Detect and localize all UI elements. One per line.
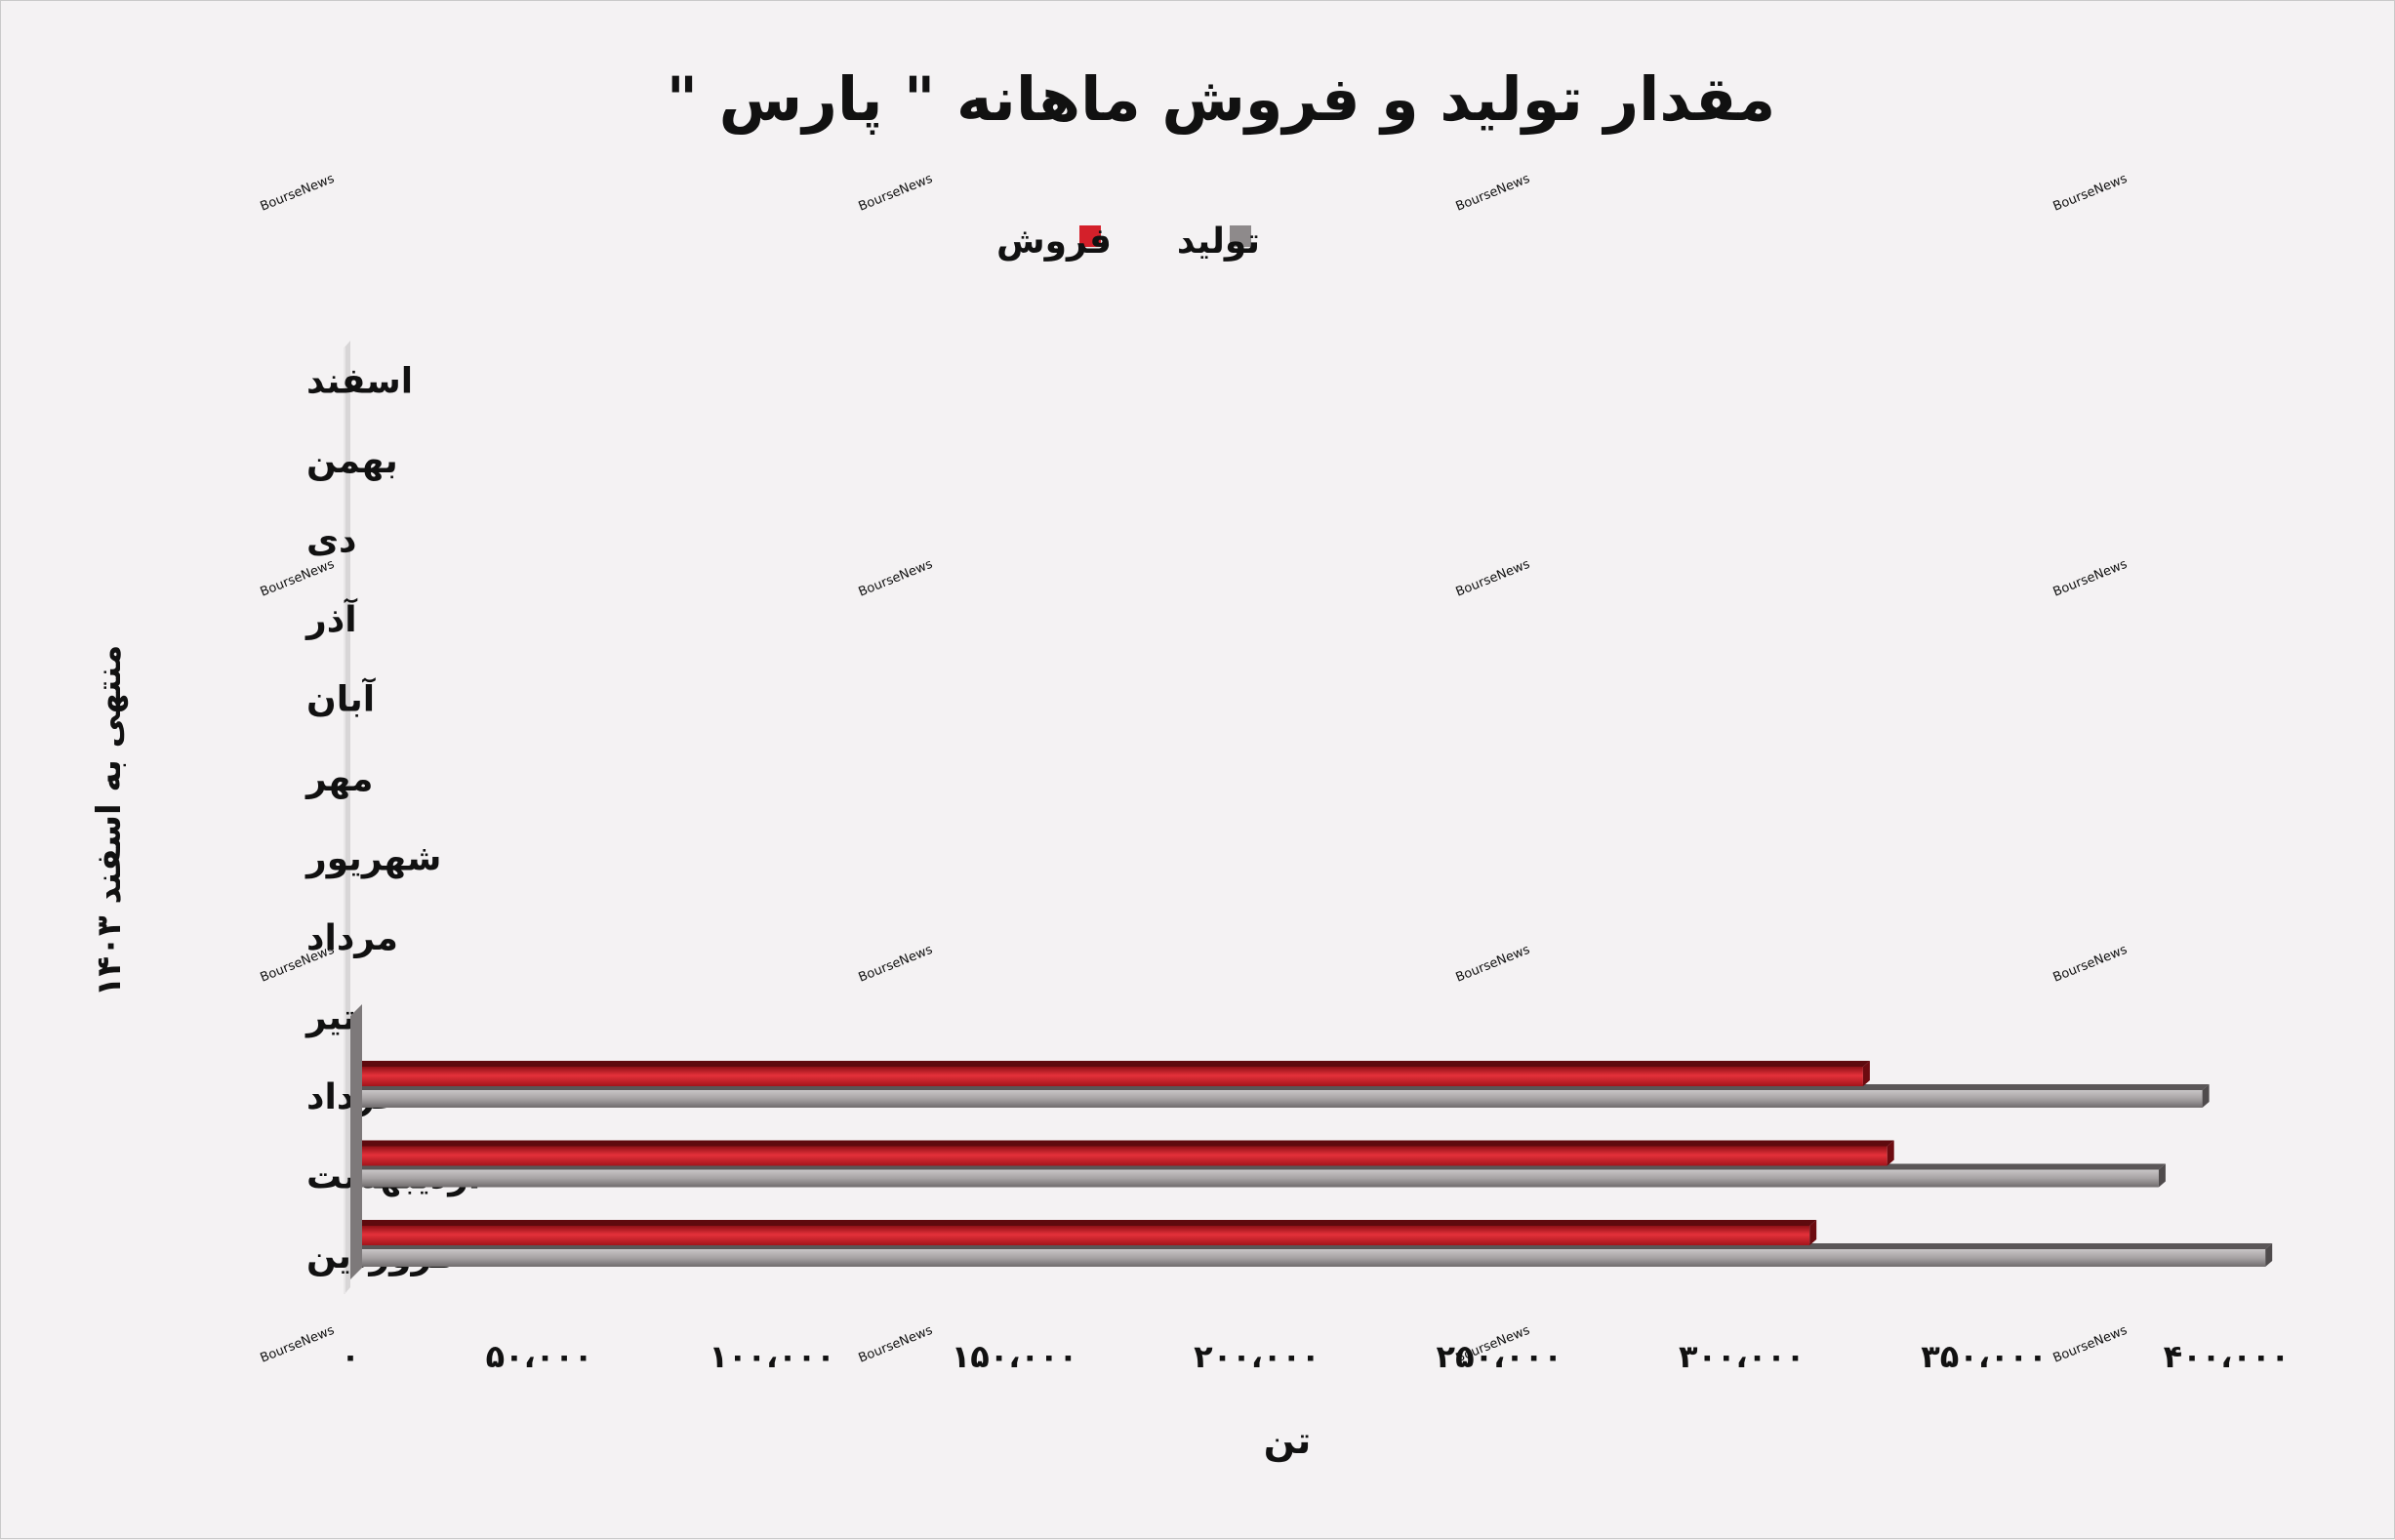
bar-sales <box>350 1140 1894 1166</box>
watermark-text: BourseNews <box>2051 1323 2130 1366</box>
watermark-text: BourseNews <box>259 1323 337 1366</box>
x-tick-label: ۰ <box>341 1338 360 1375</box>
watermark-text: BourseNews <box>259 172 337 215</box>
bar-production <box>350 1243 2273 1267</box>
watermark-text: BourseNews <box>2051 172 2130 215</box>
watermark-text: BourseNews <box>2051 557 2130 600</box>
y-axis-wall <box>344 341 350 1294</box>
category-label: دی <box>306 521 356 561</box>
category-label: تیر <box>304 998 356 1038</box>
watermark-text: BourseNews <box>857 172 935 215</box>
chart-title: مقدار تولید و فروش ماهانه " پارس " <box>667 63 1775 135</box>
bar-production <box>350 1084 2210 1108</box>
watermark-text: BourseNews <box>1454 172 1532 215</box>
x-tick-label: ۱۵۰،۰۰۰ <box>952 1338 1077 1375</box>
x-tick-labels: ۰ ۵۰،۰۰۰ ۱۰۰،۰۰۰ ۱۵۰،۰۰۰ ۲۰۰،۰۰۰ ۲۵۰،۰۰۰ ۳۰۰،۰… <box>341 1338 2290 1375</box>
x-tick-label: ۳۵۰،۰۰۰ <box>1921 1338 2047 1375</box>
x-tick-label: ۵۰،۰۰۰ <box>486 1338 593 1375</box>
x-tick-label: ۲۰۰،۰۰۰ <box>1194 1338 1319 1375</box>
bars <box>350 1004 2273 1279</box>
watermark-text: BourseNews <box>857 1323 935 1366</box>
bar-sales <box>350 1220 1817 1245</box>
bar-production <box>350 1163 2166 1188</box>
legend-swatch-sales <box>1079 225 1101 247</box>
watermark-text: BourseNews <box>857 943 935 986</box>
category-label: مرداد <box>306 918 398 958</box>
x-axis-title: تن <box>1264 1419 1311 1462</box>
category-label: بهمن <box>306 441 398 481</box>
x-tick-label: ۳۰۰،۰۰۰ <box>1679 1338 1805 1375</box>
x-tick-label: ۲۵۰،۰۰۰ <box>1437 1338 1563 1375</box>
category-label: آذر <box>304 597 358 640</box>
wall-shadow <box>350 1004 362 1279</box>
bar-sales <box>350 1061 1870 1086</box>
category-label: مهر <box>304 759 373 799</box>
watermark-text: BourseNews <box>1454 943 1532 986</box>
watermark-text: BourseNews <box>259 557 337 600</box>
category-label: شهریور <box>304 839 441 879</box>
watermark-text: BourseNews <box>1454 557 1532 600</box>
legend: تولید فروش <box>996 222 1260 262</box>
legend-label-sales: فروش <box>996 222 1112 262</box>
x-tick-label: ۴۰۰،۰۰۰ <box>2164 1338 2290 1375</box>
x-tick-label: ۱۰۰،۰۰۰ <box>709 1338 834 1375</box>
watermark-text: BourseNews <box>2051 943 2130 986</box>
category-label: اسفند <box>306 362 413 402</box>
watermark-text: BourseNews <box>857 557 935 600</box>
legend-label-production: تولید <box>1177 222 1260 262</box>
y-axis-title: منتهی به اسفند ۱۴۰۳ <box>90 645 129 997</box>
category-labels: فروردیناردیبهشتخردادتیرمردادشهریورمهرآبا… <box>304 362 480 1277</box>
legend-swatch-production <box>1230 225 1251 247</box>
category-label: آبان <box>306 677 377 720</box>
